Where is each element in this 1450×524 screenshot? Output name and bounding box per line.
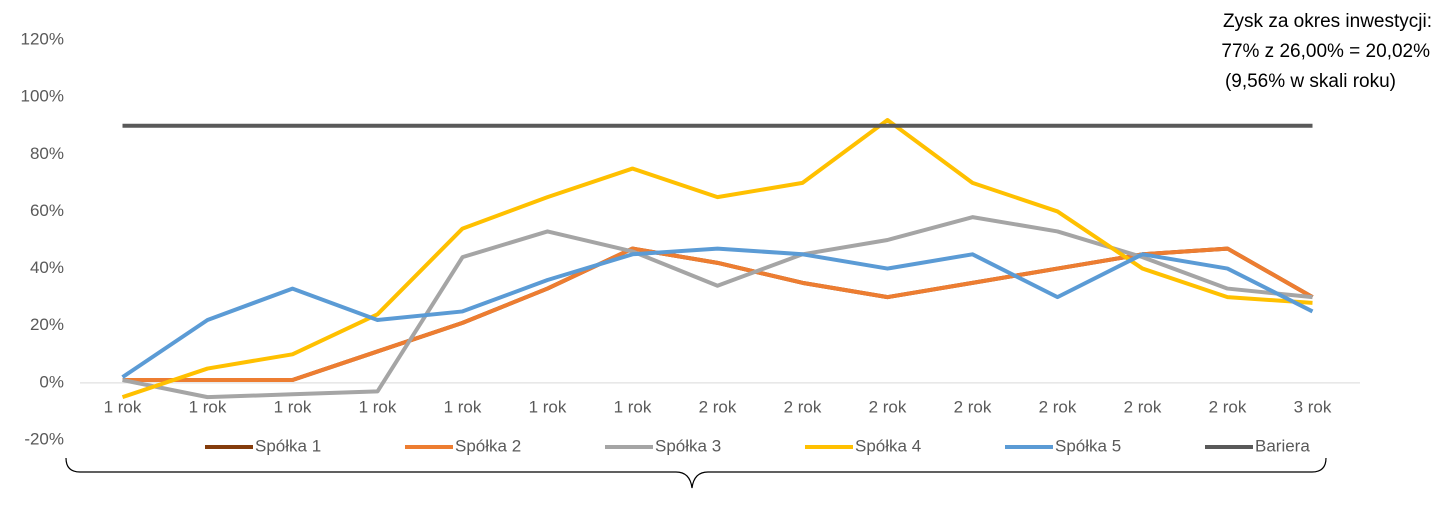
x-tick-label: 2 rok: [1039, 397, 1077, 416]
legend-label: Bariera: [1255, 436, 1310, 455]
annotation: Zysk za okres inwestycji:: [1223, 11, 1432, 32]
legend-label: Spółka 4: [855, 436, 921, 455]
x-tick-label: 1 rok: [444, 397, 482, 416]
x-tick-label: 1 rok: [359, 397, 397, 416]
legend-label: Spółka 3: [655, 436, 721, 455]
x-tick-label: 1 rok: [614, 397, 652, 416]
y-tick-label: 120%: [21, 29, 64, 48]
legend-label: Spółka 1: [255, 436, 321, 455]
x-tick-label: 1 rok: [274, 397, 312, 416]
x-tick-label: 2 rok: [1209, 397, 1247, 416]
x-tick-label: 1 rok: [529, 397, 567, 416]
y-tick-label: 20%: [30, 315, 64, 334]
y-tick-label: 100%: [21, 87, 64, 106]
x-tick-label: 1 rok: [189, 397, 227, 416]
x-tick-label: 1 rok: [104, 397, 142, 416]
x-tick-label: 2 rok: [784, 397, 822, 416]
series-line: [122, 246, 1314, 382]
y-tick-label: 0%: [39, 372, 64, 391]
y-tick-label: 60%: [30, 201, 64, 220]
x-tick-label: 2 rok: [869, 397, 907, 416]
annotation: (9,56% w skali roku): [1225, 71, 1396, 92]
series-line: [122, 215, 1313, 400]
x-tick-label: 2 rok: [1124, 397, 1162, 416]
series-line: [121, 246, 1314, 379]
brace: [65, 457, 1327, 489]
y-tick-label: 80%: [30, 144, 64, 163]
x-tick-label: 3 rok: [1294, 397, 1332, 416]
legend-label: Spółka 2: [455, 436, 521, 455]
legend-label: Spółka 5: [1055, 436, 1121, 455]
x-tick-label: 2 rok: [699, 397, 737, 416]
y-tick-label: 40%: [30, 258, 64, 277]
annotation: 77% z 26,00% = 20,02%: [1221, 41, 1430, 62]
series-line: [121, 118, 1313, 400]
y-tick-label: -20%: [24, 429, 64, 448]
x-tick-label: 2 rok: [954, 397, 992, 416]
series-line: [122, 246, 1314, 382]
